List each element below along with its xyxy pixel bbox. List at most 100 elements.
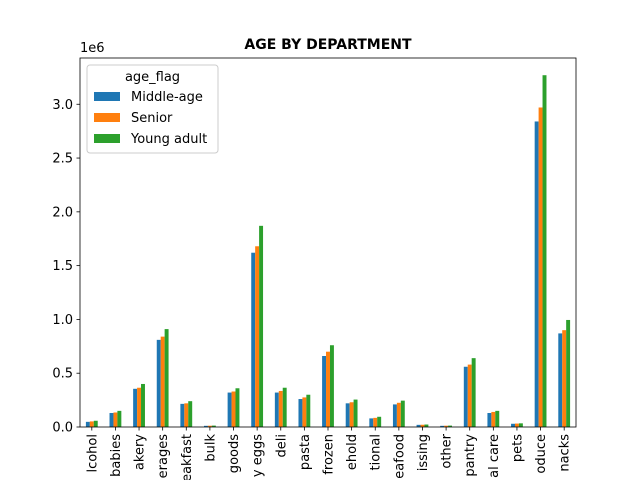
bar-young-adult-dairy-eggs [259, 225, 264, 427]
bar-senior-breakfast [184, 403, 189, 427]
bar-middle-age-pets [511, 423, 515, 427]
bar-young-adult-canned-goods [235, 388, 240, 427]
y-tick-label: 0.0 [52, 421, 73, 436]
x-tick-label: ehold [345, 434, 360, 470]
x-tick-label: erages [156, 434, 171, 479]
y-tick-label: 3.0 [52, 98, 73, 113]
x-tick-label: deli [274, 434, 289, 457]
bar-young-adult-babies [117, 410, 122, 427]
bar-middle-age-meat-seafood [392, 404, 397, 427]
bar-senior-produce [538, 107, 543, 428]
bar-young-adult-dry-goods-pasta [306, 394, 311, 427]
x-tick-label: oduce [534, 434, 549, 474]
bar-middle-age-produce [534, 121, 539, 427]
bar-young-adult-frozen [329, 345, 334, 427]
bar-senior-international [373, 417, 378, 427]
bar-young-adult-bulk [211, 425, 216, 427]
x-tick-label: pasta [298, 434, 313, 470]
bar-senior-missing [420, 424, 425, 427]
legend-swatch-middle-age [94, 92, 120, 101]
bar-middle-age-snacks [558, 333, 563, 427]
bar-senior-snacks [562, 330, 567, 427]
bar-senior-deli [278, 390, 283, 427]
bar-senior-bulk [207, 425, 212, 427]
y-axis-offset-label: 1e6 [80, 41, 105, 56]
bar-young-adult-missing [424, 424, 429, 427]
y-tick-label: 2.0 [52, 205, 73, 220]
bar-middle-age-international [369, 418, 374, 427]
legend-label-young-adult: Young adult [130, 132, 207, 147]
bar-middle-age-frozen [322, 356, 327, 427]
bar-middle-age-household [345, 403, 350, 427]
bar-young-adult-other [448, 425, 452, 427]
legend-title: age_flag [125, 70, 180, 85]
bar-senior-dry-goods-pasta [302, 397, 307, 427]
x-tick-label: issing [416, 434, 431, 471]
bar-senior-pets [514, 423, 519, 427]
bar-middle-age-missing [416, 424, 421, 427]
bar-middle-age-babies [109, 413, 114, 427]
x-tick-label: bulk [203, 434, 218, 462]
bar-senior-pantry [467, 364, 472, 427]
bar-young-adult-meat-seafood [400, 400, 405, 427]
x-tick-label: eakfast [180, 434, 195, 480]
bar-young-adult-pantry [471, 358, 476, 427]
bar-senior-beverages [160, 336, 165, 427]
bar-senior-meat-seafood [396, 402, 401, 427]
bar-senior-babies [113, 412, 118, 427]
x-tick-label: nacks [558, 434, 573, 472]
x-tick-label: akery [133, 434, 148, 470]
bar-young-adult-personal-care [495, 410, 500, 427]
x-tick-label: al care [487, 434, 502, 478]
bar-middle-age-bulk [204, 425, 208, 427]
legend: age_flag Middle-age Senior Young adult [86, 64, 219, 154]
x-tick-label: lcohol [85, 434, 100, 473]
bar-middle-age-canned-goods [227, 392, 232, 427]
bar-senior-alcohol [89, 421, 94, 427]
bar-young-adult-international [377, 416, 382, 427]
x-tick-label: pantry [463, 434, 478, 477]
bar-middle-age-dry-goods-pasta [298, 399, 303, 427]
bar-young-adult-pets [518, 423, 523, 427]
bar-middle-age-pantry [463, 366, 468, 427]
y-tick-label: 1.5 [52, 259, 73, 274]
bar-middle-age-deli [274, 392, 279, 427]
legend-label-middle-age: Middle-age [131, 90, 203, 105]
bar-young-adult-deli [282, 387, 287, 427]
bar-senior-bakery [137, 387, 142, 427]
bar-middle-age-beverages [156, 339, 161, 427]
legend-swatch-senior [94, 113, 120, 122]
x-tick-label: babies [109, 434, 124, 477]
bar-young-adult-breakfast [188, 401, 193, 427]
bar-middle-age-other [440, 425, 445, 427]
bar-senior-personal-care [491, 411, 496, 427]
bar-young-adult-beverages [164, 329, 169, 427]
bar-middle-age-bakery [133, 388, 138, 427]
x-tick-label: other [440, 433, 455, 468]
bar-middle-age-breakfast [180, 403, 185, 427]
x-tick-label: tional [369, 434, 384, 470]
bar-middle-age-personal-care [487, 413, 492, 427]
legend-box [86, 64, 219, 154]
x-tick-label: y eggs [251, 434, 266, 477]
chart-title: AGE BY DEPARTMENT [244, 37, 412, 53]
axes-group: 0.0 0.5 1.0 1.5 2.0 2.5 3.0 lcohol babies akery er… [52, 57, 577, 480]
x-tick-label: frozen [322, 434, 337, 475]
y-tick-label: 1.0 [52, 313, 73, 328]
bar-senior-household [349, 402, 354, 427]
bar-young-adult-snacks [566, 319, 571, 427]
bar-senior-other [444, 425, 449, 427]
y-tick-label: 2.5 [52, 152, 73, 167]
bar-young-adult-household [353, 399, 358, 427]
bar-middle-age-alcohol [85, 421, 90, 427]
bars-group [85, 75, 571, 428]
legend-swatch-young-adult [94, 134, 120, 143]
bar-young-adult-produce [542, 75, 547, 428]
x-tick-label: eafood [392, 434, 407, 479]
y-tick-label: 0.5 [52, 367, 73, 382]
bar-senior-canned-goods [231, 391, 236, 427]
bar-young-adult-bakery [141, 383, 145, 427]
legend-label-senior: Senior [131, 111, 173, 126]
bar-young-adult-alcohol [93, 420, 98, 427]
